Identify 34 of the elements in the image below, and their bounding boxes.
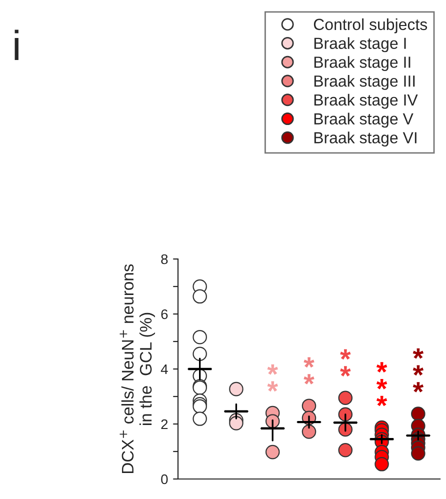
- text: ***: [412, 348, 424, 392]
- point: [411, 446, 426, 461]
- y-axis-title: DCX$^{+}$ cells/ NeuN$^{+}$ neurons in the GCL (%): [120, 264, 155, 474]
- point: [411, 406, 426, 421]
- legend-label: Braak stage V: [314, 112, 414, 128]
- text: i: [14, 30, 18, 60]
- y-tick-label: 8: [161, 254, 168, 264]
- legend-label: Control subjects: [314, 18, 428, 34]
- point: [338, 442, 353, 458]
- text: **: [304, 357, 314, 384]
- y-tick-label: 0: [161, 474, 168, 484]
- point: [302, 398, 316, 413]
- point: [192, 289, 207, 304]
- legend-label: Braak stage VI: [314, 132, 416, 147]
- point: [192, 412, 207, 426]
- point: [229, 416, 244, 430]
- legend-label: Braak stage III: [314, 75, 415, 90]
- y-tick-label: 6: [161, 309, 168, 320]
- text: **: [340, 349, 351, 376]
- point: [192, 346, 207, 362]
- y-tick-label: 4: [160, 364, 168, 374]
- legend-label: Braak stage I: [314, 37, 406, 52]
- text: **: [267, 364, 278, 392]
- point: [374, 457, 389, 472]
- text: ***: [376, 362, 388, 406]
- point: [338, 390, 353, 406]
- y-tick-label: 2: [161, 419, 168, 430]
- point: [265, 444, 280, 460]
- legend-label: Braak stage IV: [314, 94, 418, 109]
- legend-label: Braak stage II: [314, 56, 410, 72]
- point: [302, 424, 316, 439]
- point: [192, 399, 207, 414]
- point: [192, 330, 207, 344]
- point: [229, 382, 244, 396]
